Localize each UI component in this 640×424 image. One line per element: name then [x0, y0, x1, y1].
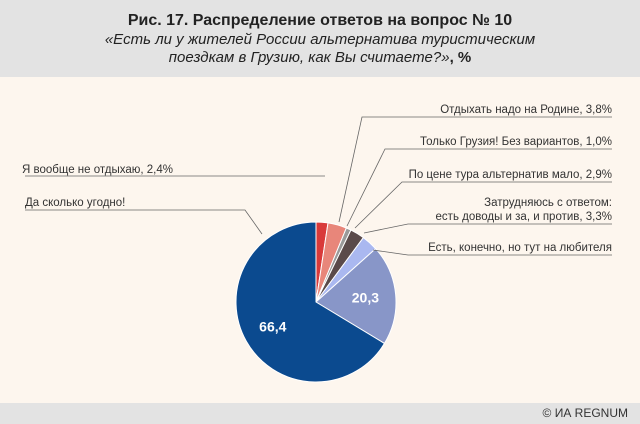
chart-subtitle: «Есть ли у жителей России альтернатива т… — [85, 31, 555, 67]
subtitle-line-1: «Есть ли у жителей России альтернатива т… — [104, 31, 536, 48]
slice-category-label: есть доводы и за, и против, 3,3% — [436, 211, 612, 223]
slice-value-label: 66,4 — [259, 318, 286, 334]
slice-category-label: Отдыхать надо на Родине, 3,8% — [440, 104, 612, 116]
chart-title: Рис. 17. Распределение ответов на вопрос… — [127, 12, 513, 29]
pie-slice — [235, 221, 386, 383]
slice-category-label: Только Грузия! Без вариантов, 1,0% — [420, 136, 612, 148]
slice-category-label: Я вообще не отдыхаю, 2,4% — [22, 164, 173, 176]
slice-category-label: Есть, конечно, но тут на любителя — [428, 242, 612, 254]
slice-category-label: По цене тура альтернатив мало, 2,9% — [409, 169, 612, 181]
leader-line — [372, 249, 612, 256]
chart-footer: © ИА REGNUM — [0, 403, 640, 424]
leader-line — [25, 209, 263, 235]
subtitle-unit: , % — [449, 49, 472, 66]
pie-slice — [315, 247, 397, 345]
leader-line — [338, 116, 612, 223]
slice-value-label: 20,3 — [352, 289, 379, 305]
leader-line — [346, 148, 612, 227]
subtitle-line-2: поездкам в Грузию, как Вы считаете?» — [168, 49, 450, 66]
source-credit: © ИА REGNUM — [542, 406, 628, 420]
slice-category-label: Затрудняюсь с ответом: — [484, 197, 612, 209]
leader-line — [354, 181, 612, 229]
leader-line — [363, 223, 612, 234]
chart-header: Рис. 17. Распределение ответов на вопрос… — [0, 0, 640, 77]
slice-category-label: Да сколько угодно! — [25, 197, 125, 209]
